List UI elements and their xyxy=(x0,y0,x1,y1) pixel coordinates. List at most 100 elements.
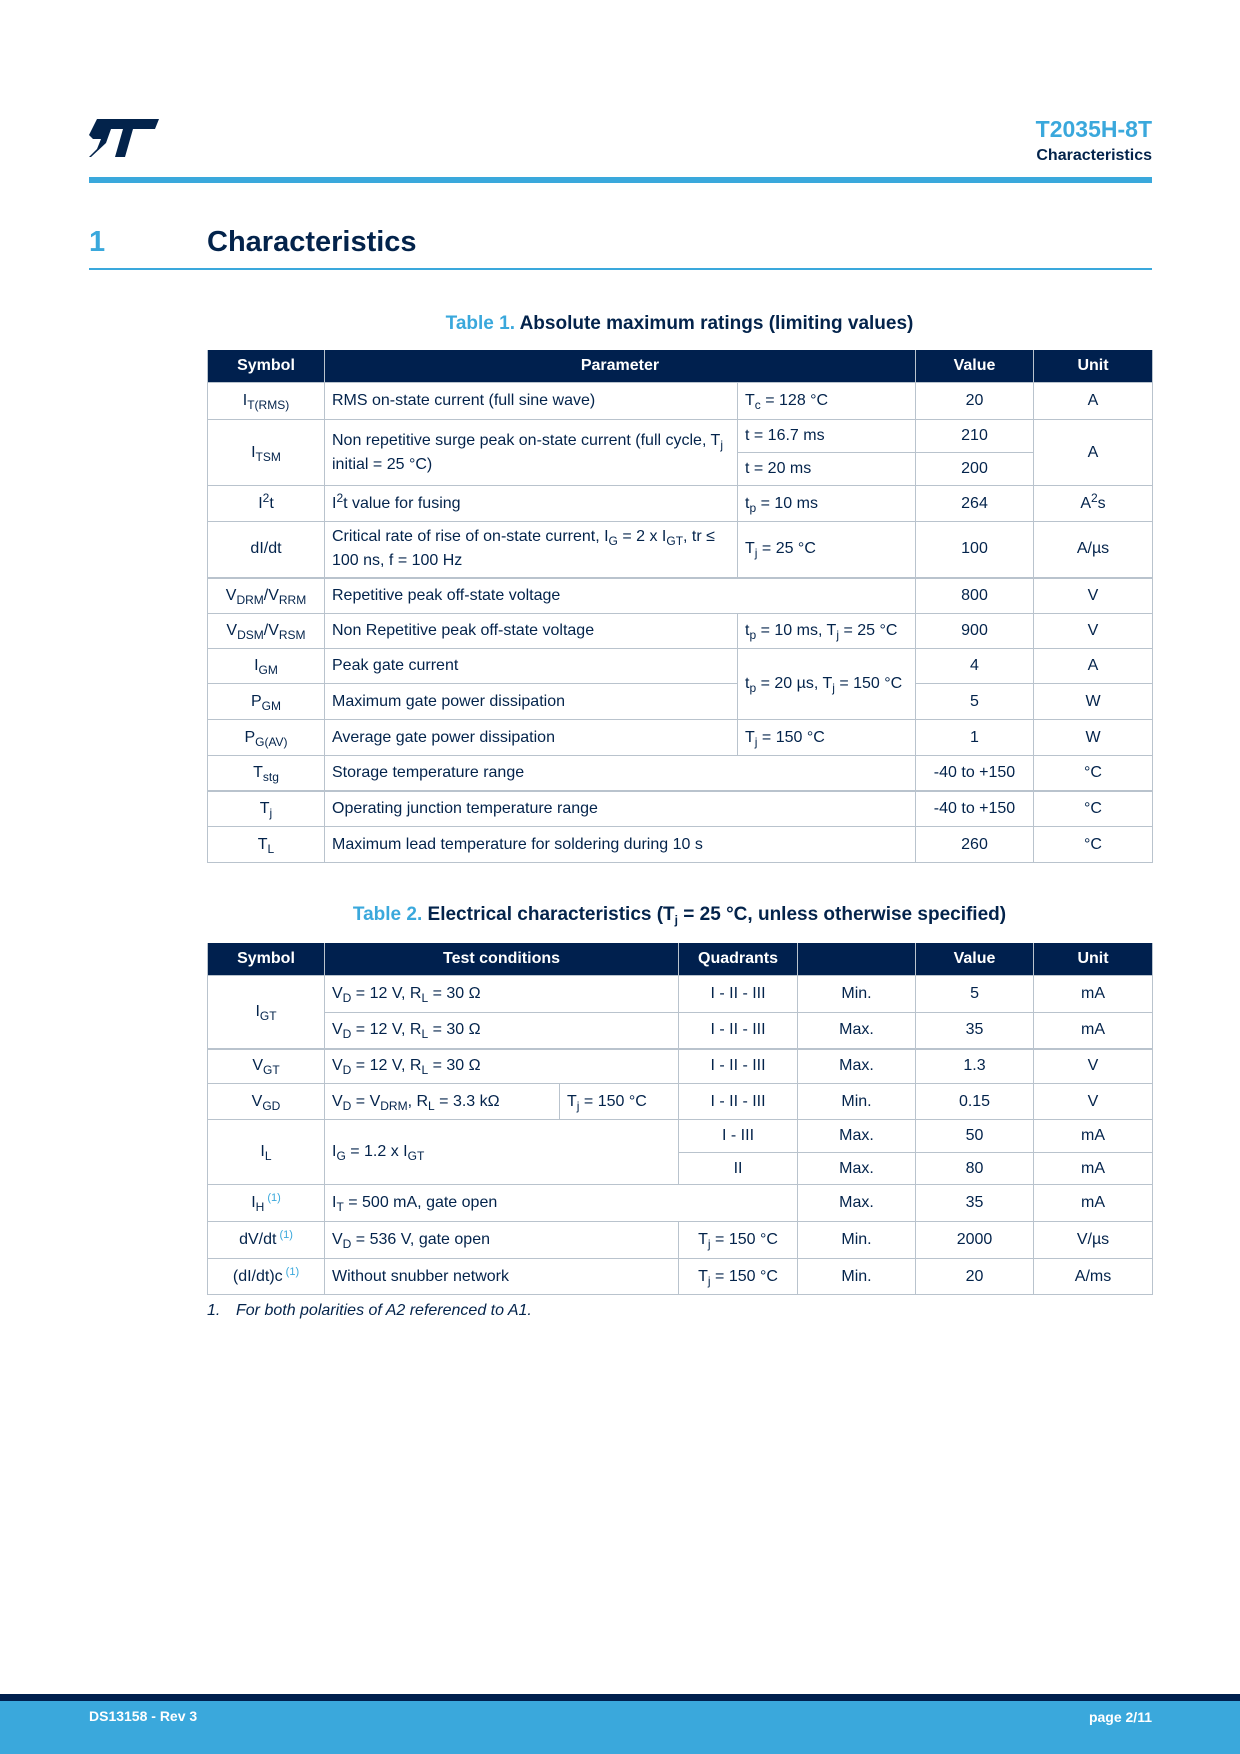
subscript-text: D xyxy=(342,1098,352,1113)
subscript-text: p xyxy=(749,628,757,642)
table-row: Tstg Storage temperature range -40 to +1… xyxy=(207,755,1153,791)
unit-cell: V xyxy=(1033,1047,1154,1084)
subscript-text: j xyxy=(720,437,723,452)
unit-cell: mA xyxy=(1033,1012,1154,1049)
text-segment: V xyxy=(332,1092,343,1110)
quadrants-cell: I - II - III xyxy=(678,1083,799,1120)
text-segment: V xyxy=(332,1231,343,1248)
limit-cell: Min. xyxy=(797,975,917,1013)
text-segment: T xyxy=(253,763,263,781)
subscript-text: DRM xyxy=(236,592,264,607)
table-row: VGD VD = VDRM, RL = 3.3 kΩ Tj = 150 °C I… xyxy=(207,1083,1154,1120)
value-cell: -40 to +150 xyxy=(915,755,1034,791)
footer-dark-band xyxy=(0,1694,1240,1701)
header-symbol: Symbol xyxy=(207,350,325,383)
table-row: VD = 12 V, RL = 30 Ω I - II - III Max. 3… xyxy=(208,1012,1154,1049)
table-row: IH(1) IT = 500 mA, gate open Max. 35 mA xyxy=(207,1184,1154,1222)
subscript-text: L xyxy=(421,991,429,1005)
subscript-text: D xyxy=(342,991,352,1005)
symbol-cell: PGM xyxy=(207,683,325,720)
value-cell: 4 xyxy=(915,648,1034,684)
text-segment: V xyxy=(251,1092,263,1110)
symbol-cell: VGD xyxy=(207,1083,325,1120)
subscript-text: D xyxy=(342,1063,352,1078)
text-segment: Critical rate of rise of on-state curren… xyxy=(332,528,609,546)
value-cell: 50 xyxy=(915,1119,1035,1153)
value-cell: 1 xyxy=(915,719,1034,756)
text-segment: T xyxy=(698,1267,708,1285)
subscript-text: stg xyxy=(262,769,279,784)
supscript-text: 2 xyxy=(336,490,344,505)
condition-cell: tp = 10 ms, Tj = 25 °C xyxy=(737,613,916,649)
parameter-cell: Repetitive peak off-state voltage xyxy=(324,576,916,614)
condition-cell: t = 20 ms xyxy=(737,452,916,486)
value-cell: 260 xyxy=(915,826,1034,863)
text-segment: t xyxy=(745,675,750,692)
subscript-text: L xyxy=(428,1098,435,1113)
header-parameter: Parameter xyxy=(324,350,916,383)
parameter-cell: Critical rate of rise of on-state curren… xyxy=(324,521,738,578)
text-segment: I xyxy=(332,1194,337,1211)
unit-cell: A xyxy=(1033,648,1153,684)
table-row: Tj Operating junction temperature range … xyxy=(207,789,1153,827)
header-limit xyxy=(797,943,917,976)
condition-cell: tp = 20 µs, Tj = 150 °C xyxy=(737,648,916,720)
text-segment: = 150 °C xyxy=(579,1092,647,1110)
value-cell: 800 xyxy=(915,576,1034,614)
parameter-cell: Non repetitive surge peak on-state curre… xyxy=(324,419,738,486)
table-row: dI/dt Critical rate of rise of on-state … xyxy=(207,521,1153,578)
unit-cell: V xyxy=(1033,576,1153,614)
text-segment: V xyxy=(252,1057,263,1075)
table-row: VGT VD = 12 V, RL = 30 Ω I - II - III Ma… xyxy=(207,1047,1154,1084)
condition-cell: t = 16.7 ms xyxy=(737,419,916,453)
value-cell: -40 to +150 xyxy=(915,789,1034,827)
subscript-text: G xyxy=(608,534,618,549)
document-title: T2035H-8T xyxy=(1035,116,1152,142)
subscript-text: GD xyxy=(262,1098,281,1113)
table-header-row: Symbol Parameter Value Unit xyxy=(207,350,1153,383)
document-revision: DS13158 - Rev 3 xyxy=(89,1708,198,1724)
subscript-text: L xyxy=(421,1063,429,1078)
parameter-cell: Non Repetitive peak off-state voltage xyxy=(324,613,738,649)
value-cell: 35 xyxy=(915,1184,1035,1222)
symbol-cell: dV/dt (1) xyxy=(207,1221,325,1259)
subscript-text: G(AV) xyxy=(255,734,288,749)
unit-cell: A2s xyxy=(1033,485,1153,522)
subscript-text: L xyxy=(421,1027,429,1042)
value-cell: 210 xyxy=(915,419,1034,453)
absolute-maximum-ratings-table: Symbol Parameter Value Unit IT(RMS) RMS … xyxy=(207,350,1153,863)
symbol-cell: VGT xyxy=(207,1047,325,1084)
table1-caption-label: Table 1. xyxy=(445,313,515,334)
text-segment: T xyxy=(745,392,755,409)
condition-cell: tp = 10 ms xyxy=(737,485,916,522)
table1-caption-title: Absolute maximum ratings (limiting value… xyxy=(519,313,914,334)
value-cell: 264 xyxy=(915,485,1034,522)
subscript-text: j xyxy=(836,628,839,642)
header-unit: Unit xyxy=(1033,350,1153,383)
value-cell: 900 xyxy=(915,613,1034,649)
condition-cell: VD = 536 V, gate open xyxy=(323,1221,680,1259)
table-row: (dI/dt)c (1) Without snubber network Tj =… xyxy=(207,1258,1154,1295)
parameter-cell: Maximum lead temperature for soldering d… xyxy=(324,826,916,863)
condition-cell: Tj = 25 °C xyxy=(737,521,916,578)
text-segment: I xyxy=(251,1194,256,1211)
footnote-ref: (1) xyxy=(285,1265,300,1278)
table-row: I2t I2t value for fusing tp = 10 ms 264 … xyxy=(207,485,1153,522)
subscript-text: DSM xyxy=(237,628,264,642)
unit-cell: A xyxy=(1033,382,1153,420)
text-segment: /V xyxy=(263,622,279,639)
temperature-cell: Tj = 150 °C xyxy=(678,1258,799,1295)
text-segment: = 10 ms, T xyxy=(756,622,837,639)
subscript-text: j xyxy=(269,805,273,820)
subscript-text: j xyxy=(832,681,835,695)
table-row: t = 20 ms 200 xyxy=(208,452,1153,486)
text-segment: I xyxy=(242,392,248,409)
condition-cell: IT = 500 mA, gate open xyxy=(323,1184,799,1222)
text-segment: = 30 Ω xyxy=(428,985,481,1002)
condition-cell: VD = VDRM, RL = 3.3 kΩ xyxy=(324,1083,560,1120)
subscript-text: RSM xyxy=(278,628,306,642)
subscript-text: GM xyxy=(261,698,281,713)
table2-caption: Table 2. Electrical characteristics (Tj … xyxy=(207,904,1152,926)
table-row: ITSM Non repetitive surge peak on-state … xyxy=(207,419,1153,486)
text-segment: t xyxy=(745,622,750,639)
